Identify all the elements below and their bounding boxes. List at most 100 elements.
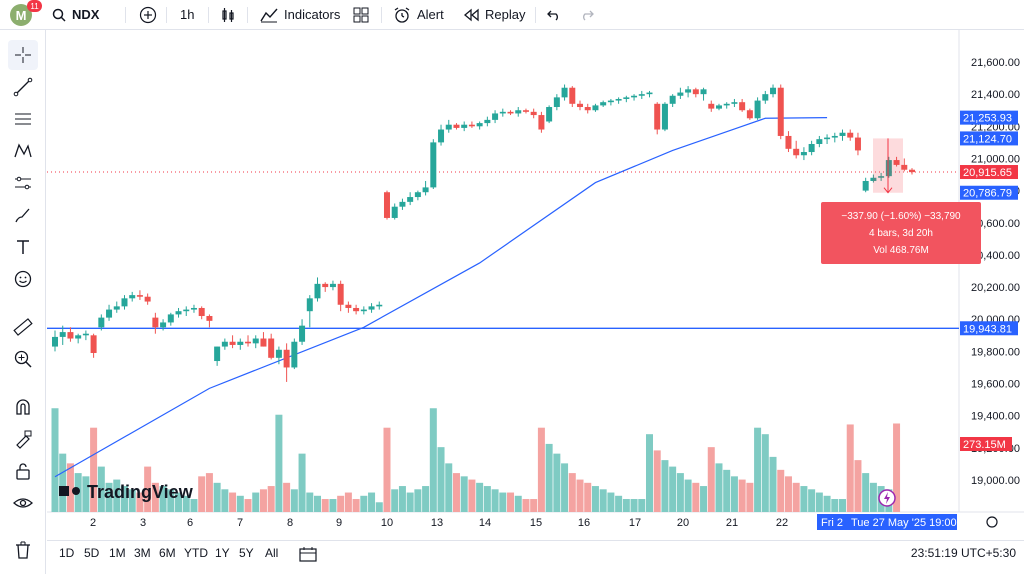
brush-tool[interactable] bbox=[8, 200, 38, 230]
horizontal-lines-tool[interactable] bbox=[8, 104, 38, 134]
text-tool[interactable] bbox=[8, 232, 38, 262]
date-range-picker[interactable] bbox=[299, 546, 317, 565]
measure-bars-text: 4 bars, 3d 20h bbox=[869, 228, 933, 239]
bottom-toolbar: 1D 5D 1M 3M 6M YTD 1Y 5Y All 23:51:19 UTC+5:30 bbox=[47, 540, 1024, 574]
alert-label: Alert bbox=[417, 7, 444, 22]
clock-timezone[interactable]: 23:51:19 UTC+5:30 bbox=[910, 546, 1016, 560]
candle-body bbox=[345, 304, 352, 308]
range-3m[interactable]: 3M bbox=[134, 546, 151, 560]
candle-body bbox=[206, 316, 213, 321]
indicators-label: Indicators bbox=[284, 7, 341, 22]
symbol-search-button[interactable]: NDX bbox=[52, 0, 99, 29]
candle-body bbox=[677, 92, 684, 96]
indicators-button[interactable]: Indicators bbox=[260, 0, 340, 29]
candle-body bbox=[399, 201, 406, 207]
range-1d[interactable]: 1D bbox=[59, 546, 75, 560]
range-1m[interactable]: 1M bbox=[109, 546, 126, 560]
settings-gear-icon[interactable] bbox=[986, 516, 998, 528]
crosshair-tool[interactable] bbox=[8, 40, 38, 70]
range-5d[interactable]: 5D bbox=[84, 546, 100, 560]
volume-bar bbox=[499, 492, 507, 512]
volume-bar bbox=[700, 486, 708, 512]
volume-bar bbox=[854, 460, 862, 512]
chart-pane[interactable]: 21,600.0021,400.0021,200.0021,000.0020,8… bbox=[47, 30, 1024, 530]
candle-body bbox=[553, 97, 560, 108]
forecast-tool[interactable] bbox=[8, 168, 38, 198]
volume-bar bbox=[252, 492, 260, 512]
candle-body bbox=[893, 160, 900, 165]
volume-bar bbox=[545, 443, 553, 512]
range-1y[interactable]: 1Y bbox=[215, 546, 230, 560]
tradingview-watermark: TradingView bbox=[87, 482, 194, 502]
tradingview-logo-icon bbox=[59, 486, 69, 496]
candle-body bbox=[507, 111, 514, 114]
brush-icon bbox=[15, 208, 30, 223]
measure-tool[interactable] bbox=[8, 312, 38, 342]
candle-body bbox=[136, 295, 143, 297]
emoji-tool[interactable] bbox=[8, 264, 38, 294]
volume-bar bbox=[422, 486, 430, 512]
candle-body bbox=[329, 283, 336, 288]
volume-bar bbox=[437, 447, 445, 512]
candle-body bbox=[113, 306, 120, 310]
candle-body bbox=[337, 283, 344, 305]
volume-bar bbox=[213, 482, 221, 512]
lock-all-tool[interactable] bbox=[8, 456, 38, 486]
price-chart[interactable]: 21,600.0021,400.0021,200.0021,000.0020,8… bbox=[47, 30, 1024, 540]
magnet-icon bbox=[16, 399, 30, 415]
price-tick-label: 19,600.00 bbox=[971, 379, 1020, 391]
undo-button[interactable] bbox=[547, 0, 561, 29]
candle-body bbox=[793, 148, 800, 156]
compare-button[interactable] bbox=[139, 0, 157, 29]
volume-tag bbox=[960, 437, 1012, 451]
pattern-tool[interactable] bbox=[8, 136, 38, 166]
candle-body bbox=[438, 129, 445, 143]
range-5y[interactable]: 5Y bbox=[239, 546, 254, 560]
time-tick-label: 2 bbox=[90, 517, 96, 529]
candle-body bbox=[167, 314, 174, 323]
layouts-button[interactable] bbox=[353, 0, 369, 29]
price-tag bbox=[960, 185, 1018, 200]
volume-bar bbox=[777, 469, 785, 512]
alarm-clock-icon bbox=[394, 6, 410, 23]
volume-bar bbox=[568, 473, 576, 512]
chart-type-button[interactable] bbox=[220, 0, 236, 29]
zoom-tool[interactable] bbox=[8, 344, 38, 374]
volume-bar bbox=[630, 499, 638, 512]
user-avatar[interactable]: M bbox=[10, 4, 32, 26]
forecast-icon bbox=[15, 176, 31, 190]
crosshair-time-tag bbox=[817, 514, 957, 530]
redo-button[interactable] bbox=[580, 0, 594, 29]
candle-body bbox=[700, 89, 707, 95]
visibility-tool[interactable] bbox=[8, 488, 38, 518]
range-6m[interactable]: 6M bbox=[159, 546, 176, 560]
volume-bar bbox=[746, 482, 754, 512]
candle-body bbox=[453, 124, 460, 128]
time-tick-label: 9 bbox=[336, 517, 342, 529]
candle-body bbox=[407, 197, 414, 202]
volume-bar bbox=[460, 476, 468, 512]
range-all[interactable]: All bbox=[265, 546, 279, 560]
volume-bar bbox=[306, 492, 314, 512]
remove-drawings-tool[interactable] bbox=[8, 535, 38, 565]
replay-button[interactable]: Replay bbox=[463, 0, 525, 29]
lock-drawing-tool[interactable] bbox=[8, 424, 38, 454]
volume-bar bbox=[476, 482, 484, 512]
trend-line-tool[interactable] bbox=[8, 72, 38, 102]
volume-bar bbox=[105, 482, 113, 512]
candle-body bbox=[422, 187, 429, 193]
candle-body bbox=[515, 110, 522, 114]
volume-bar bbox=[51, 408, 59, 512]
time-tick-label: 7 bbox=[237, 517, 243, 529]
volume-bar bbox=[684, 479, 692, 512]
magnet-tool[interactable] bbox=[8, 392, 38, 422]
pattern-icon bbox=[14, 143, 32, 158]
candle-body bbox=[275, 349, 282, 358]
interval-button[interactable]: 1h bbox=[180, 0, 194, 29]
candle-body bbox=[839, 132, 846, 136]
volume-bar bbox=[190, 499, 198, 512]
volume-bar bbox=[615, 495, 623, 512]
alert-button[interactable]: Alert bbox=[393, 0, 444, 29]
volume-bar bbox=[815, 492, 823, 512]
range-ytd[interactable]: YTD bbox=[184, 546, 208, 560]
